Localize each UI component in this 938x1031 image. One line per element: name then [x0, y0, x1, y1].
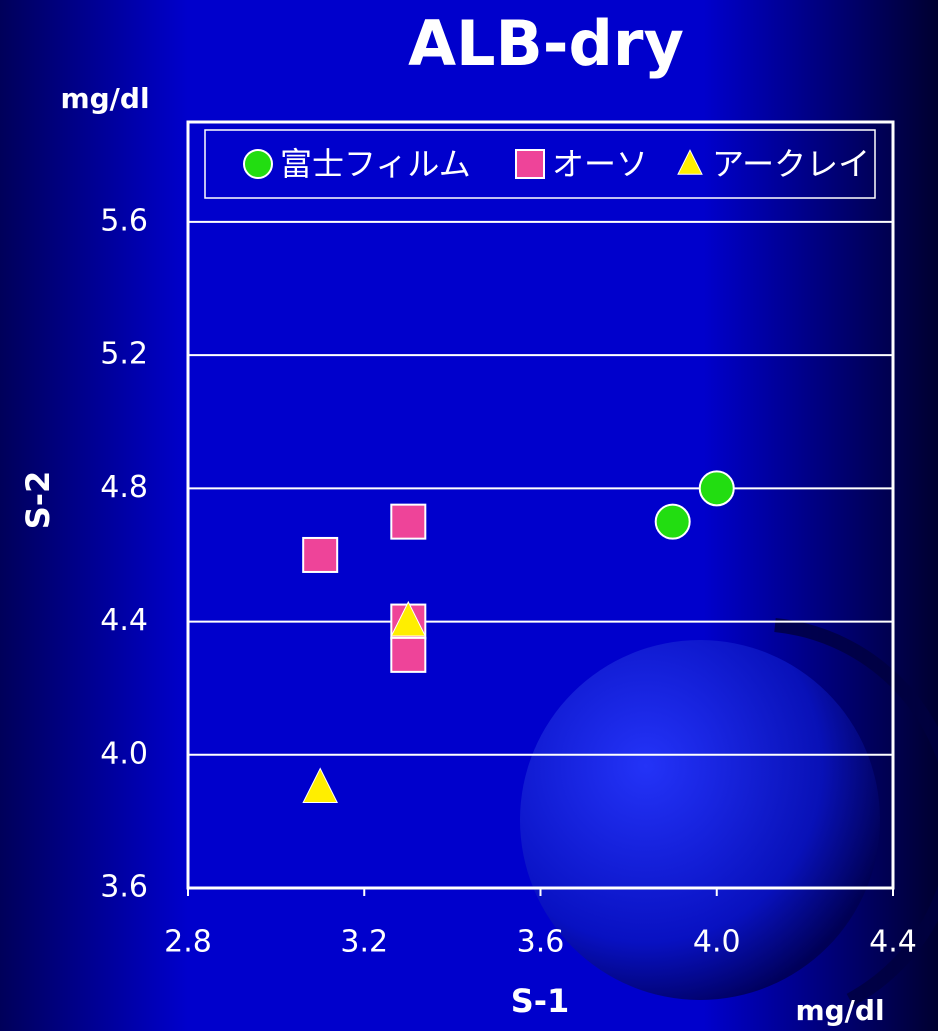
point [390, 503, 427, 540]
point [390, 636, 427, 673]
y-tick-label: 4.8 [100, 470, 148, 505]
chart-title: ALB-dry [408, 7, 684, 80]
legend-label: 富士フィルム [280, 145, 471, 183]
y-tick-label: 4.4 [100, 603, 148, 638]
point [698, 470, 735, 507]
point [515, 149, 545, 179]
point [677, 149, 703, 175]
x-tick-label: 4.0 [693, 925, 741, 960]
y-axis-label: S-2 [19, 471, 57, 530]
point [302, 536, 339, 573]
point [243, 149, 273, 179]
x-tick-label: 3.6 [517, 925, 565, 960]
point [654, 503, 691, 540]
legend-label: アークレイ [712, 145, 870, 183]
x-unit: mg/dl [795, 994, 884, 1027]
point [390, 600, 427, 637]
y-tick-label: 3.6 [100, 870, 148, 905]
legend-label: オーソ [552, 145, 648, 183]
legend-box [204, 129, 876, 199]
y-unit: mg/dl [60, 82, 149, 115]
x-tick-label: 2.8 [164, 925, 212, 960]
globe-stand [774, 618, 938, 1007]
y-tick-label: 5.6 [100, 203, 148, 238]
point [302, 767, 338, 804]
globe-decoration [520, 640, 880, 1000]
y-tick-label: 5.2 [100, 337, 148, 372]
plot-frame [186, 120, 895, 890]
x-tick-label: 3.2 [340, 925, 388, 960]
x-axis-label: S-1 [511, 982, 570, 1020]
x-tick-label: 4.4 [869, 925, 917, 960]
y-tick-label: 4.0 [100, 736, 148, 771]
